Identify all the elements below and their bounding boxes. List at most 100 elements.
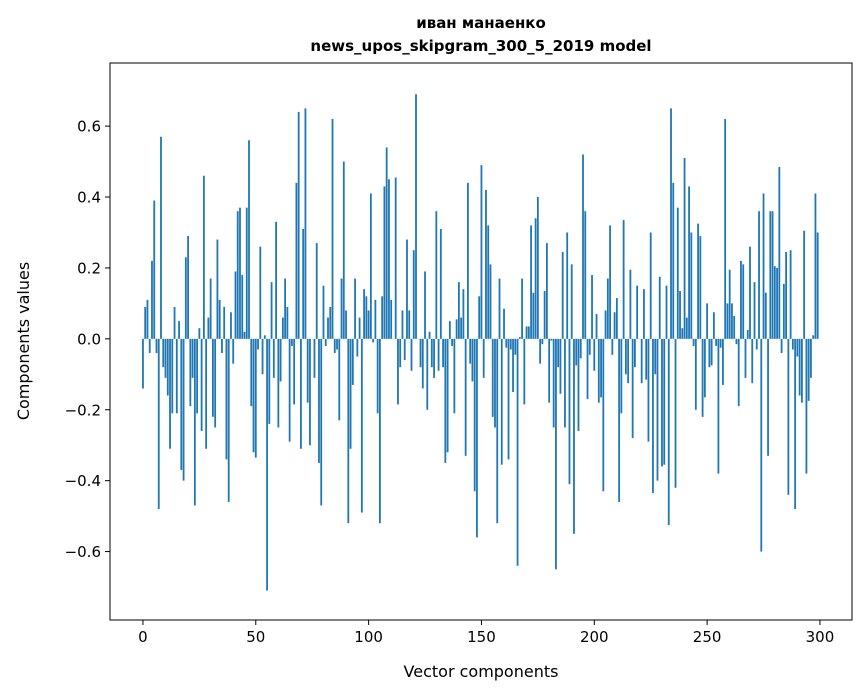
bar — [365, 296, 367, 339]
bar — [523, 339, 525, 405]
y-tick-label: −0.6 — [65, 543, 101, 561]
bar — [654, 339, 656, 374]
bar — [763, 193, 765, 338]
bar — [512, 339, 514, 392]
bar — [273, 339, 275, 378]
y-tick-label: −0.2 — [65, 401, 101, 419]
bar — [426, 339, 428, 410]
bar — [598, 339, 600, 403]
bar — [300, 339, 302, 449]
bar — [634, 339, 636, 367]
y-axis: −0.6−0.4−0.20.00.20.40.6 — [65, 118, 110, 561]
bar — [422, 339, 424, 389]
bar — [469, 339, 471, 364]
bar — [754, 282, 756, 339]
bar — [395, 178, 397, 339]
bar — [578, 339, 580, 431]
bar — [237, 211, 239, 339]
bar — [736, 339, 738, 344]
bar — [690, 232, 692, 338]
bar — [246, 208, 248, 339]
bar — [587, 339, 589, 399]
bar — [738, 339, 740, 406]
bar — [361, 339, 363, 513]
bar — [618, 339, 620, 502]
bar — [501, 339, 503, 465]
bar — [408, 310, 410, 338]
bar — [494, 339, 496, 428]
bar — [467, 183, 469, 339]
bar — [812, 335, 814, 339]
bar — [174, 307, 176, 339]
bar — [363, 289, 365, 339]
bar — [192, 339, 194, 378]
bar — [165, 339, 167, 378]
bar — [593, 339, 595, 371]
bar — [207, 318, 209, 339]
bar — [670, 108, 672, 338]
bar — [580, 339, 582, 359]
bar — [806, 339, 808, 474]
bar — [402, 310, 404, 338]
bar — [548, 339, 550, 403]
bar — [449, 321, 451, 339]
bar — [397, 339, 399, 405]
bar — [187, 236, 189, 339]
bar — [404, 339, 406, 360]
bar — [307, 339, 309, 403]
bar — [374, 300, 376, 339]
bar — [189, 339, 191, 406]
bar — [250, 339, 252, 406]
bar — [178, 321, 180, 339]
bar — [749, 247, 751, 339]
bar — [778, 167, 780, 339]
bar — [546, 243, 548, 339]
bar — [657, 339, 659, 481]
bar — [490, 264, 492, 338]
bar — [286, 307, 288, 339]
bar — [537, 197, 539, 339]
bar — [424, 271, 426, 338]
bar — [487, 225, 489, 338]
bar — [201, 339, 203, 431]
bar — [704, 339, 706, 398]
bar — [596, 314, 598, 339]
bar — [368, 310, 370, 338]
bar — [350, 339, 352, 449]
bar — [198, 328, 200, 339]
bar — [203, 176, 205, 339]
bar — [708, 339, 710, 367]
bar — [214, 339, 216, 428]
bar — [474, 339, 476, 491]
bar — [503, 309, 505, 339]
bar — [336, 339, 338, 350]
bar — [745, 339, 747, 378]
bar — [517, 339, 519, 566]
bar — [666, 286, 668, 339]
bar — [720, 339, 722, 348]
bar — [293, 339, 295, 405]
bar — [162, 339, 164, 367]
bar — [796, 339, 798, 357]
bar — [438, 339, 440, 371]
bar — [539, 339, 541, 364]
bar — [693, 339, 695, 346]
bar — [643, 289, 645, 339]
bar — [241, 275, 243, 339]
bar — [447, 339, 449, 452]
bar — [702, 339, 704, 417]
bar — [573, 339, 575, 534]
x-tick-label: 50 — [246, 628, 265, 646]
bar — [582, 154, 584, 338]
bar — [370, 193, 372, 338]
bar — [325, 339, 327, 346]
bar — [194, 339, 196, 506]
bar — [510, 339, 512, 350]
bar — [226, 339, 228, 460]
bar — [483, 339, 485, 378]
bar — [453, 339, 455, 413]
bar — [221, 339, 223, 353]
bar — [600, 339, 602, 398]
bar — [697, 224, 699, 339]
bar — [248, 140, 250, 339]
